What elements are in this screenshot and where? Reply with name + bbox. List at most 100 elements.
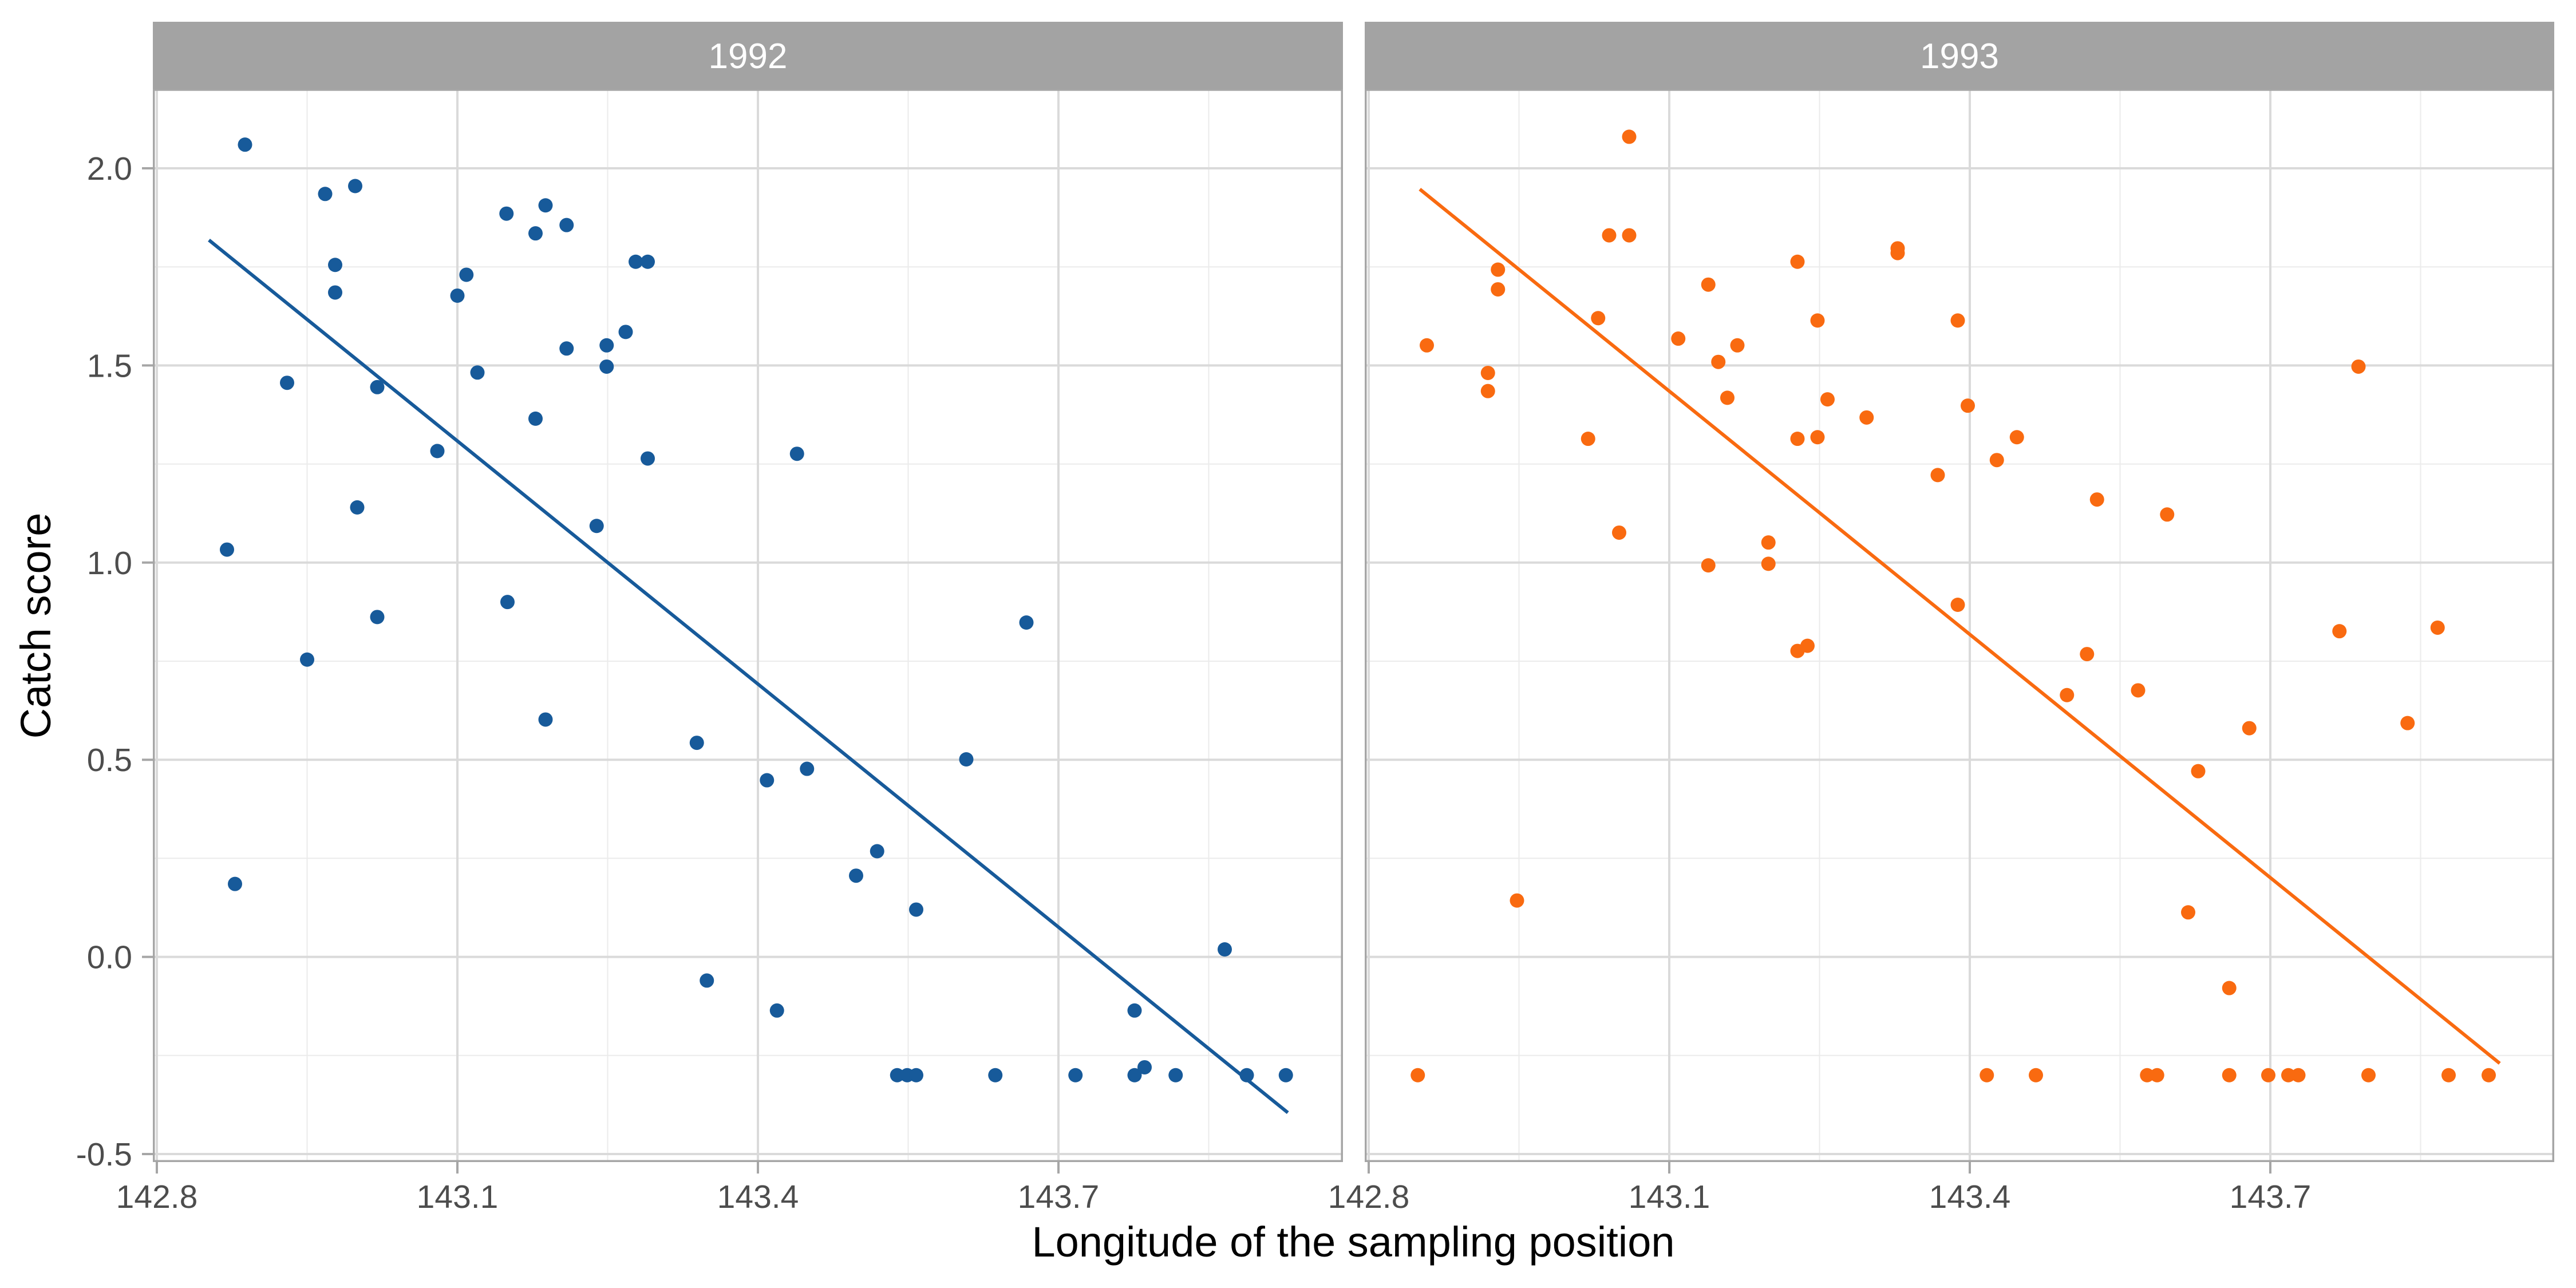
data-point (689, 736, 704, 750)
gridlines-1992 (153, 90, 1343, 1162)
data-point (1980, 1068, 1994, 1082)
data-point (959, 752, 974, 767)
data-point (2191, 764, 2206, 779)
data-point (760, 773, 775, 788)
data-point (641, 451, 655, 466)
data-point (589, 519, 604, 534)
y-tick-label: -0.5 (76, 1136, 132, 1173)
data-point (700, 973, 714, 988)
data-point (800, 761, 815, 776)
data-point (1602, 228, 1617, 243)
data-point (2400, 716, 2415, 730)
facet-strip-label-1993: 1993 (1920, 37, 1999, 76)
data-point (599, 359, 614, 374)
x-axis-title: Longitude of the sampling position (1032, 1218, 1674, 1266)
data-point (220, 542, 234, 557)
y-tick-label: 1.5 (87, 347, 132, 384)
data-point (1480, 365, 1495, 380)
data-point (618, 325, 633, 339)
data-point (559, 218, 574, 232)
data-point (2080, 647, 2095, 662)
data-point (789, 447, 804, 461)
data-point (2140, 1068, 2155, 1082)
data-point (2089, 492, 2104, 507)
data-point (470, 365, 485, 380)
data-point (909, 902, 923, 917)
y-axis-title: Catch score (12, 513, 60, 739)
data-marks-1992 (208, 137, 1293, 1115)
y-tick-label: 1.0 (87, 545, 132, 582)
data-point (1810, 430, 1825, 445)
data-point (1930, 468, 1945, 483)
data-point (1491, 262, 1506, 277)
data-point (2160, 507, 2175, 522)
data-point (1480, 384, 1495, 398)
panel-background-1992 (153, 90, 1343, 1162)
data-point (1218, 942, 1232, 957)
data-point (2029, 1068, 2043, 1082)
data-point (2242, 721, 2257, 736)
data-point (528, 226, 543, 241)
data-point (2281, 1068, 2296, 1082)
x-tick-label: 142.8 (116, 1179, 198, 1215)
data-point (1810, 313, 1825, 328)
y-tick-label: 2.0 (87, 151, 132, 187)
data-point (318, 187, 333, 202)
x-tick-label: 143.7 (1018, 1179, 1100, 1215)
data-point (559, 341, 574, 356)
data-point (909, 1068, 923, 1082)
data-point (849, 868, 863, 883)
panel-border-1992 (153, 89, 1343, 1162)
facet-strip-1992 (153, 22, 1343, 90)
data-point (1859, 410, 1874, 425)
data-point (328, 285, 342, 300)
data-point (2222, 1068, 2237, 1082)
data-point (350, 500, 365, 515)
data-point (300, 652, 314, 667)
data-point (2009, 430, 2024, 445)
data-point (1711, 354, 1726, 369)
data-point (1720, 390, 1735, 405)
data-point (1127, 1003, 1142, 1018)
data-point (1701, 277, 1716, 292)
data-point (2181, 905, 2195, 920)
data-point (2222, 981, 2237, 995)
data-point (238, 137, 252, 152)
facet-strip-1993 (1365, 22, 2554, 90)
data-point (328, 258, 342, 272)
data-point (1800, 638, 1815, 653)
data-point (450, 288, 465, 303)
data-point (528, 411, 543, 426)
data-point (1820, 392, 1835, 407)
x-tick-label: 143.4 (717, 1179, 799, 1215)
data-point (890, 1068, 904, 1082)
data-point (1581, 432, 1595, 447)
trend-line-1992 (208, 239, 1289, 1115)
data-point (1491, 282, 1506, 297)
y-tick-label: 0.0 (87, 939, 132, 976)
data-point (2291, 1068, 2306, 1082)
data-point (1989, 453, 2004, 468)
data-point (1612, 525, 1626, 540)
data-point (2351, 359, 2366, 374)
data-point (1790, 254, 1805, 269)
data-point (1671, 331, 1686, 346)
x-axis-1993: 142.8 143.1 143.4 143.7 (1328, 1162, 2311, 1215)
data-point (2332, 624, 2347, 639)
data-point (2261, 1068, 2275, 1082)
data-point (1790, 432, 1805, 447)
data-point (1168, 1068, 1183, 1082)
data-point (1890, 246, 1905, 260)
trend-line-1993 (1419, 188, 2501, 1065)
data-point (769, 1003, 784, 1018)
data-point (2482, 1068, 2496, 1082)
data-point (1761, 556, 1776, 571)
data-point (641, 254, 655, 269)
data-point (988, 1068, 1003, 1082)
data-point (1961, 398, 1975, 413)
data-point (1701, 558, 1716, 573)
data-point (430, 444, 445, 459)
data-point (2131, 683, 2146, 698)
data-point (1137, 1060, 1152, 1074)
